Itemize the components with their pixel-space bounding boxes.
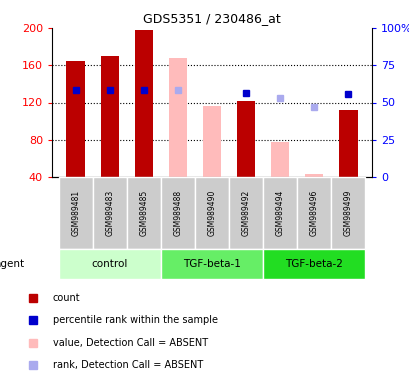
Bar: [161, 177, 195, 249]
Text: TGF-beta-2: TGF-beta-2: [285, 259, 342, 269]
Text: GSM989490: GSM989490: [207, 190, 216, 236]
Bar: [134, 30, 153, 177]
Bar: [58, 249, 161, 279]
Bar: [270, 142, 289, 177]
Text: rank, Detection Call = ABSENT: rank, Detection Call = ABSENT: [53, 360, 202, 370]
Bar: [297, 177, 330, 249]
Text: GSM989494: GSM989494: [275, 190, 284, 236]
Text: GSM989481: GSM989481: [71, 190, 80, 236]
Text: value, Detection Call = ABSENT: value, Detection Call = ABSENT: [53, 338, 207, 348]
Text: agent: agent: [0, 259, 25, 269]
Bar: [338, 110, 357, 177]
Bar: [100, 56, 119, 177]
Bar: [236, 101, 255, 177]
Text: GSM989492: GSM989492: [241, 190, 250, 236]
Bar: [195, 177, 229, 249]
Bar: [161, 249, 263, 279]
Text: GSM989483: GSM989483: [105, 190, 114, 236]
Bar: [304, 174, 323, 177]
Bar: [126, 177, 161, 249]
Text: GSM989485: GSM989485: [139, 190, 148, 236]
Text: GSM989496: GSM989496: [309, 190, 318, 236]
Bar: [202, 106, 221, 177]
Bar: [58, 177, 92, 249]
Bar: [229, 177, 263, 249]
Bar: [263, 249, 364, 279]
Text: GSM989499: GSM989499: [343, 190, 352, 236]
Text: count: count: [53, 293, 80, 303]
Bar: [330, 177, 364, 249]
Text: GSM989488: GSM989488: [173, 190, 182, 236]
Bar: [66, 61, 85, 177]
Text: control: control: [92, 259, 128, 269]
Bar: [168, 58, 187, 177]
Text: percentile rank within the sample: percentile rank within the sample: [53, 315, 217, 325]
Text: TGF-beta-1: TGF-beta-1: [182, 259, 240, 269]
Title: GDS5351 / 230486_at: GDS5351 / 230486_at: [143, 12, 280, 25]
Bar: [92, 177, 126, 249]
Bar: [263, 177, 297, 249]
